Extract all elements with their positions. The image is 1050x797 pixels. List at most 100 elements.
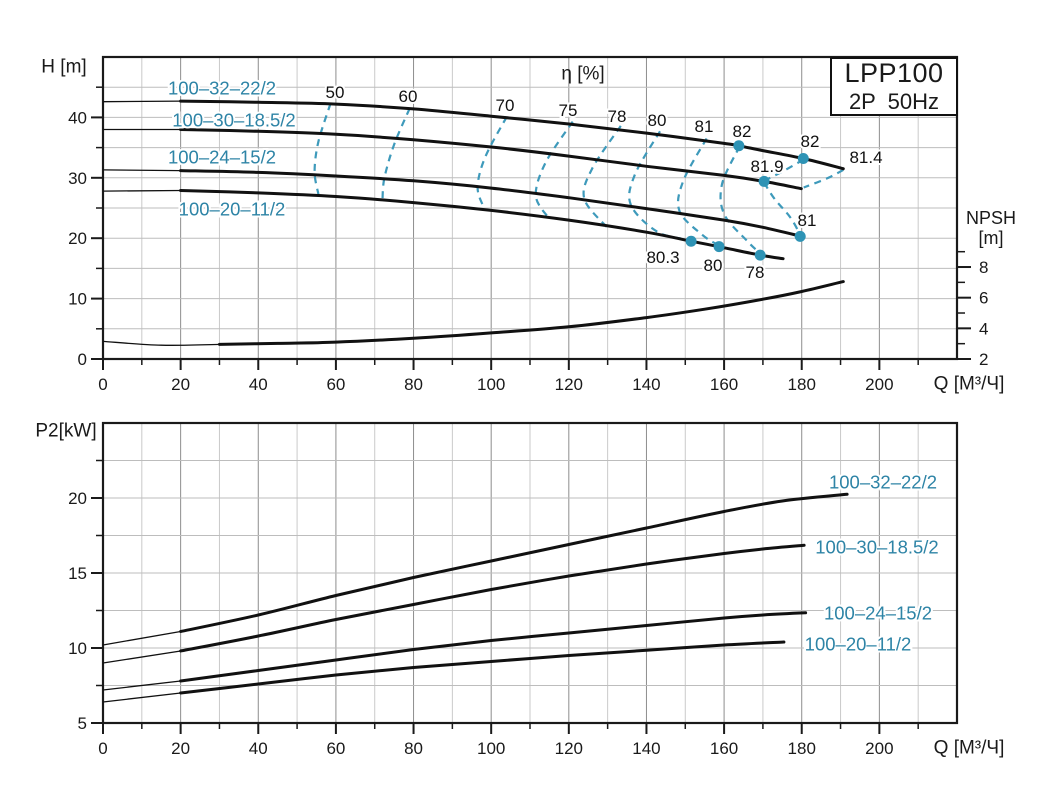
efficiency-contour-78 (582, 125, 622, 229)
head-axis-title: H [m] (41, 56, 87, 78)
pump-curve (102, 680, 181, 691)
npsh-axis-title-line1: NPSH (965, 208, 1016, 228)
efficiency-label: 81 (695, 117, 714, 136)
x-tick-label: 200 (865, 375, 893, 394)
efficiency-contour-50 (313, 103, 332, 195)
y-tick-label: 15 (68, 564, 87, 583)
efficiency-contour-81.4-end (803, 168, 844, 189)
efficiency-contour-81.9-81 (763, 182, 802, 236)
pump-curve (102, 189, 181, 192)
efficiency-label: 78 (746, 263, 765, 282)
x-tick-label: 20 (171, 739, 190, 758)
efficiency-contour-75 (534, 120, 574, 220)
npsh-tick-label: 6 (979, 289, 988, 308)
y-tick-label: 5 (78, 714, 87, 733)
curve-label: 100–20–11/2 (805, 634, 912, 655)
efficiency-point (794, 230, 806, 242)
efficiency-label: 78 (608, 107, 627, 126)
flow-axis-title-top: Q [М³/Ч] (933, 373, 1005, 395)
pump-curve (102, 650, 181, 664)
efficiency-label: 82 (733, 122, 752, 141)
efficiency-point (685, 235, 697, 247)
flow-axis-title-bottom: Q [М³/Ч] (933, 737, 1005, 759)
npsh-tick-label: 4 (979, 319, 988, 338)
x-tick-label: 0 (98, 739, 107, 758)
x-tick-label: 120 (555, 739, 583, 758)
pump-curve (102, 100, 181, 103)
y-tick-label: 30 (68, 169, 87, 188)
efficiency-contour-81 (676, 137, 720, 247)
x-tick-label: 200 (865, 739, 893, 758)
efficiency-label: 80 (648, 111, 667, 130)
curve-label: 100–30–18.5/2 (815, 537, 938, 558)
efficiency-label: 70 (496, 96, 515, 115)
pump-curve (179, 128, 803, 191)
model-name: LPP100 (844, 58, 944, 88)
efficiency-label: 80 (704, 256, 723, 275)
y-tick-label: 10 (68, 290, 87, 309)
pump-curve (179, 492, 849, 633)
efficiency-label: 75 (559, 101, 578, 120)
pump-curve (102, 692, 181, 703)
efficiency-point (713, 241, 725, 253)
x-tick-label: 120 (555, 375, 583, 394)
npsh-tick-label: 8 (979, 258, 988, 277)
pump-curve (179, 543, 806, 653)
x-tick-label: 180 (788, 375, 816, 394)
efficiency-contour-70 (476, 116, 508, 208)
x-tick-label: 40 (249, 375, 268, 394)
efficiency-contour-60 (381, 107, 411, 199)
x-tick-label: 160 (710, 739, 738, 758)
pump-curve (102, 169, 181, 172)
x-tick-label: 20 (171, 375, 190, 394)
x-tick-label: 80 (404, 739, 423, 758)
efficiency-label: 81.4 (849, 148, 882, 167)
x-tick-label: 180 (788, 739, 816, 758)
x-tick-label: 60 (326, 375, 345, 394)
efficiency-label: 80.3 (646, 248, 679, 267)
pump-curve (179, 640, 786, 695)
x-tick-label: 140 (632, 375, 660, 394)
curve-label: 100–24–15/2 (168, 147, 276, 168)
efficiency-label: 82 (801, 132, 820, 151)
efficiency-point (758, 175, 770, 187)
npsh-axis-title: NPSH [m] (960, 208, 1022, 248)
model-speed: 2P 50Hz (848, 89, 940, 114)
efficiency-axis-title: η [%] (561, 63, 605, 85)
x-tick-label: 100 (477, 739, 505, 758)
pump-curve (179, 169, 806, 239)
x-tick-label: 80 (404, 375, 423, 394)
x-tick-label: 0 (98, 375, 107, 394)
head_chart: 0 20 40 60 80 100 120 140 160 180 200 0 10 20 30 40 2 4 6 8… (68, 55, 988, 394)
npsh-axis-title-line2: [m] (978, 228, 1004, 248)
efficiency-point (733, 140, 745, 152)
npsh-curve (102, 340, 220, 346)
pump-curve (102, 630, 181, 646)
power_chart: 0 20 40 60 80 100 120 140 160 180 200 5 10 15 20 100–32… (68, 421, 959, 758)
efficiency-label: 81 (798, 211, 817, 230)
curve-label: 100–30–18.5/2 (172, 110, 295, 131)
y-tick-label: 0 (78, 350, 87, 369)
y-tick-label: 20 (68, 229, 87, 248)
pump-curve (179, 99, 845, 171)
efficiency-point (797, 152, 809, 164)
model-title-box: LPP100 2P 50Hz (830, 57, 958, 116)
x-tick-label: 60 (326, 739, 345, 758)
curve-label: 100–24–15/2 (824, 603, 932, 624)
pump-curve (179, 611, 808, 683)
x-tick-label: 160 (710, 375, 738, 394)
efficiency-point (754, 249, 766, 261)
y-tick-label: 40 (68, 108, 87, 127)
curve-label: 100–20–11/2 (179, 199, 286, 220)
efficiency-contour-82 (719, 145, 761, 255)
npsh-curve (218, 280, 845, 346)
pump-curve (179, 189, 785, 261)
curve-label: 100–32–22/2 (829, 472, 937, 493)
y-tick-label: 10 (68, 639, 87, 658)
efficiency-label: 60 (399, 87, 418, 106)
x-tick-label: 40 (249, 739, 268, 758)
curve-label: 100–32–22/2 (168, 78, 276, 99)
x-tick-label: 100 (477, 375, 505, 394)
